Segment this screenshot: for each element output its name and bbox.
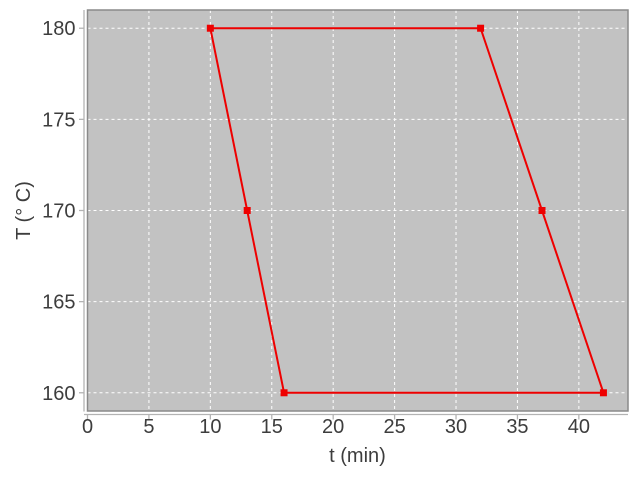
data-point-marker — [206, 24, 214, 32]
y-axis-title-wrap: T (° C) — [2, 10, 46, 411]
y-tick-label: 170 — [42, 201, 75, 223]
x-tick-label: 40 — [568, 416, 590, 438]
x-tick-label: 20 — [322, 416, 344, 438]
y-axis-title: T (° C) — [12, 181, 35, 240]
y-tick-label: 180 — [42, 18, 75, 40]
x-tick-label: 5 — [143, 416, 154, 438]
data-point-marker — [243, 207, 251, 214]
data-point-marker — [280, 389, 288, 397]
data-point-marker — [599, 389, 607, 397]
x-tick-label: 15 — [261, 416, 283, 438]
x-tick-label: 25 — [383, 416, 405, 438]
x-tick-label: 0 — [82, 416, 93, 438]
x-axis-title: t (min) — [329, 445, 386, 467]
x-tick-label: 30 — [445, 416, 467, 438]
plot-frame — [86, 9, 629, 412]
data-point-marker — [538, 207, 546, 214]
y-tick-label: 165 — [42, 292, 75, 314]
y-tick-label: 160 — [42, 383, 75, 405]
x-tick-label: 10 — [199, 416, 221, 438]
x-tick-label: 35 — [506, 416, 528, 438]
data-point-marker — [477, 24, 485, 32]
y-tick-label: 175 — [42, 109, 75, 131]
